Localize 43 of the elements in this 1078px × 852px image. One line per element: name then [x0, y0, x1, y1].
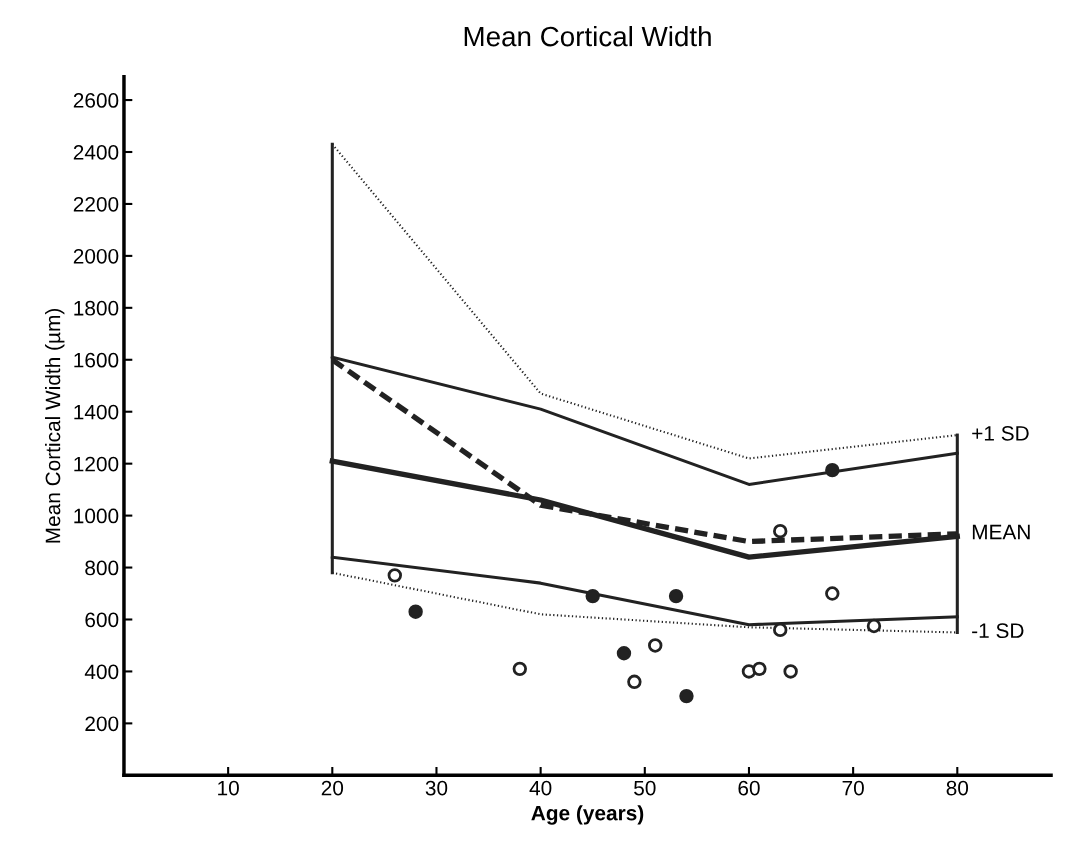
point: [825, 586, 840, 601]
y-tick-label: 2000: [73, 248, 119, 264]
point: [648, 638, 663, 653]
y-tick-label: 1200: [74, 456, 119, 472]
point: [387, 568, 402, 583]
y-tick-label: 400: [84, 664, 119, 680]
y-tick-label: 200: [85, 716, 119, 732]
x-axis-title: Age (years): [531, 805, 644, 825]
y-tick-label: 600: [85, 612, 119, 628]
chart-title: Mean Cortical Width: [464, 25, 711, 47]
point: [668, 588, 684, 604]
x-tick-label: 40: [529, 780, 552, 796]
annotation: -1 SD: [972, 623, 1024, 639]
point: [679, 688, 694, 704]
annotation: MEAN: [972, 524, 1030, 540]
y-tick-label: 1800: [74, 300, 119, 316]
point: [627, 674, 642, 690]
point: [408, 604, 423, 619]
annotation: +1 SD: [972, 425, 1029, 441]
point: [773, 622, 788, 638]
y-tick-label: 1600: [74, 352, 119, 368]
x-tick-label: 30: [425, 780, 448, 796]
x-tick-label: 10: [218, 780, 239, 796]
y-tick-label: 2600: [73, 93, 119, 108]
point: [616, 646, 632, 661]
y-tick-label: 2400: [73, 145, 119, 160]
point: [825, 462, 840, 478]
point: [783, 664, 798, 679]
x-tick-label: 70: [842, 780, 864, 796]
x-tick-label: 20: [321, 780, 344, 796]
y-tick-label: 1400: [74, 404, 119, 420]
point: [585, 588, 600, 604]
x-tick-label: 60: [738, 780, 760, 796]
point: [773, 523, 788, 539]
y-tick-label: 1000: [74, 508, 119, 524]
x-tick-label: 50: [634, 780, 656, 796]
point: [512, 661, 527, 677]
point: [866, 618, 882, 634]
y-tick-label: 2200: [73, 196, 119, 212]
y-axis-title: Mean Cortical Width (µm): [45, 309, 65, 543]
x-tick-label: 80: [946, 780, 969, 796]
y-tick-label: 800: [85, 560, 119, 576]
point: [752, 661, 767, 677]
